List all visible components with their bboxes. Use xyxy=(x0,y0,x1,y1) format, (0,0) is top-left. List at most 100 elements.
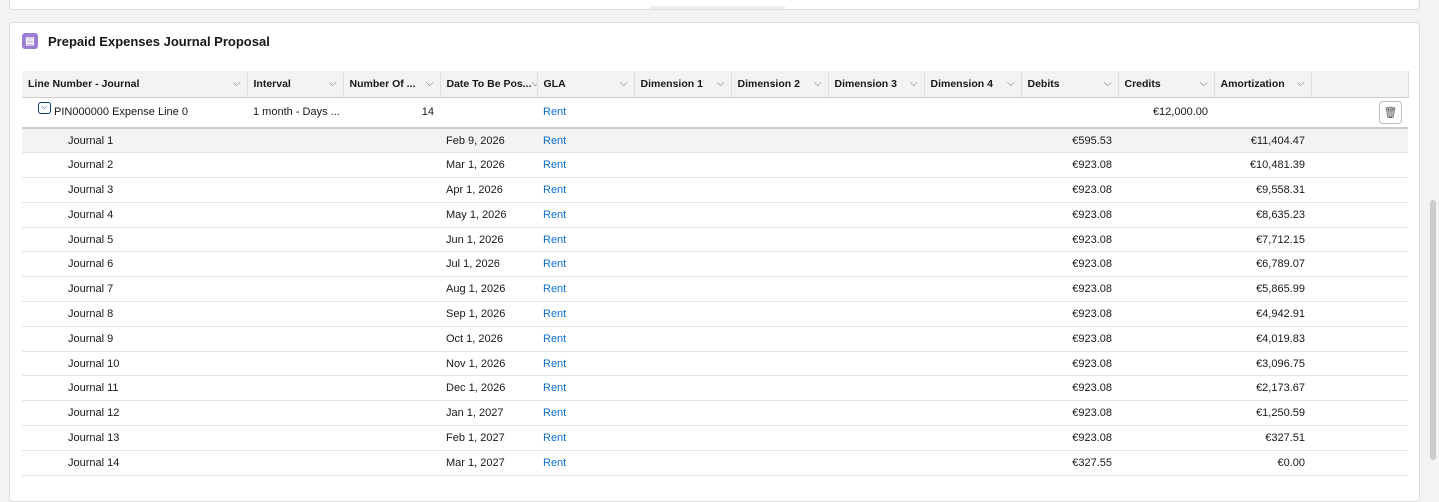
journal-line: Journal 5 xyxy=(22,227,247,253)
journal-date: May 1, 2026 xyxy=(440,202,537,228)
journal-row: Journal 2 Mar 1, 2026 Rent €923.08 €10,4… xyxy=(22,152,1408,179)
amortization: €6,789.07 xyxy=(1214,251,1311,278)
journal-row: Journal 8 Sep 1, 2026 Rent €923.08 €4,94… xyxy=(22,301,1408,327)
debits: €923.08 xyxy=(1021,276,1118,303)
parent-row: ⌵ PIN000000 Expense Line 0 1 month - Days… xyxy=(22,97,1408,129)
journal-row: Journal 13 Feb 1, 2027 Rent €923.08 €327… xyxy=(22,425,1408,451)
column-label: Credits xyxy=(1124,77,1161,90)
journal-line: Journal 13 xyxy=(22,425,247,451)
column-header[interactable]: Number Of ... ⌵ xyxy=(343,71,441,98)
amortization: €11,404.47 xyxy=(1214,128,1311,154)
column-header[interactable]: Dimension 2 ⌵ xyxy=(731,71,829,98)
amortization: €4,019.83 xyxy=(1214,326,1311,352)
gla-link[interactable]: Rent xyxy=(543,407,567,420)
card-header: ▤ Prepaid Expenses Journal Proposal xyxy=(22,33,270,49)
journal-date: Nov 1, 2026 xyxy=(440,351,537,377)
gla-link[interactable]: Rent xyxy=(543,159,567,172)
amortization: €10,481.39 xyxy=(1214,152,1311,179)
debits: €923.08 xyxy=(1021,326,1118,352)
debits: €923.08 xyxy=(1021,425,1118,451)
gla-link[interactable]: Rent xyxy=(543,134,567,147)
journal-date: Oct 1, 2026 xyxy=(440,326,537,352)
column-header[interactable]: Date To Be Pos...⌵ xyxy=(440,71,538,98)
chevron-down-icon[interactable]: ⌵ xyxy=(716,78,725,90)
journal-line: Journal 3 xyxy=(22,177,247,203)
gla-link[interactable]: Rent xyxy=(543,106,567,119)
chevron-down-icon[interactable]: ⌵ xyxy=(328,78,337,90)
journal-date: Feb 1, 2027 xyxy=(440,425,537,451)
debits: €923.08 xyxy=(1021,227,1118,253)
card-title: Prepaid Expenses Journal Proposal xyxy=(48,33,270,49)
column-label: Dimension 3 xyxy=(834,77,897,90)
chevron-down-icon[interactable]: ⌵ xyxy=(1296,78,1305,90)
collapse-toggle-icon[interactable]: ⌵ xyxy=(38,102,51,115)
column-header[interactable]: GLA ⌵ xyxy=(537,71,635,98)
column-header[interactable]: Debits ⌵ xyxy=(1021,71,1119,98)
column-header[interactable]: Line Number - Journal ⌵ xyxy=(22,71,248,98)
journal-date: Jul 1, 2026 xyxy=(440,251,537,278)
journal-proposal-card: ▤ Prepaid Expenses Journal Proposal Line… xyxy=(9,22,1420,502)
amortization: €5,865.99 xyxy=(1214,276,1311,303)
amortization: €0.00 xyxy=(1214,450,1311,476)
gla-link[interactable]: Rent xyxy=(543,357,567,370)
journal-row: Journal 5 Jun 1, 2026 Rent €923.08 €7,71… xyxy=(22,227,1408,253)
column-label: Interval xyxy=(253,77,291,90)
journal-row: Journal 14 Mar 1, 2027 Rent €327.55 €0.0… xyxy=(22,450,1408,476)
column-header[interactable]: Dimension 4 ⌵ xyxy=(924,71,1022,98)
debits: €327.55 xyxy=(1021,450,1118,476)
chevron-down-icon[interactable]: ⌵ xyxy=(1103,78,1112,90)
delete-button[interactable]: 🗑 xyxy=(1379,100,1402,124)
amortization: €2,173.67 xyxy=(1214,375,1311,402)
column-label: Amortization xyxy=(1220,77,1285,90)
column-label: Dimension 1 xyxy=(640,77,703,90)
chevron-down-icon[interactable]: ⌵ xyxy=(813,78,822,90)
column-header[interactable]: Amortization ⌵ xyxy=(1214,71,1312,98)
chevron-down-icon[interactable]: ⌵ xyxy=(909,78,918,90)
journal-row: Journal 6 Jul 1, 2026 Rent €923.08 €6,78… xyxy=(22,251,1408,278)
debits: €923.08 xyxy=(1021,177,1118,203)
journal-date: Apr 1, 2026 xyxy=(440,177,537,203)
chevron-down-icon[interactable]: ⌵ xyxy=(1199,78,1208,90)
column-header[interactable]: Dimension 1 ⌵ xyxy=(634,71,732,98)
column-header[interactable]: Credits ⌵ xyxy=(1118,71,1215,98)
journal-date: Jun 1, 2026 xyxy=(440,227,537,253)
debits: €923.08 xyxy=(1021,301,1118,327)
number-of: 14 xyxy=(343,97,440,129)
journal-date: Feb 9, 2026 xyxy=(440,128,537,154)
column-label: Debits xyxy=(1027,77,1060,90)
gla-link[interactable]: Rent xyxy=(543,456,567,469)
journal-date: Jan 1, 2027 xyxy=(440,400,537,427)
journal-row: Journal 11 Dec 1, 2026 Rent €923.08 €2,1… xyxy=(22,375,1408,402)
gla-link[interactable]: Rent xyxy=(543,233,567,246)
gla-link[interactable]: Rent xyxy=(543,283,567,296)
credits: €12,000.00 xyxy=(1118,97,1214,129)
amortization: €3,096.75 xyxy=(1214,351,1311,377)
top-card-control xyxy=(650,6,785,9)
interval: 1 month - Days ... xyxy=(247,97,343,129)
column-header[interactable]: Interval ⌵ xyxy=(247,71,344,98)
chevron-down-icon[interactable]: ⌵ xyxy=(232,78,241,90)
column-label: Line Number - Journal xyxy=(28,77,140,90)
chevron-down-icon[interactable]: ⌵ xyxy=(1006,78,1015,90)
column-header[interactable]: Dimension 3 ⌵ xyxy=(828,71,925,98)
journal-row: Journal 9 Oct 1, 2026 Rent €923.08 €4,01… xyxy=(22,326,1408,352)
gla-link[interactable]: Rent xyxy=(543,183,567,196)
chevron-down-icon[interactable]: ⌵ xyxy=(532,78,537,89)
amortization: €4,942.91 xyxy=(1214,301,1311,327)
column-label: GLA xyxy=(543,77,566,90)
gla-link[interactable]: Rent xyxy=(543,332,567,345)
top-card xyxy=(9,0,1420,10)
gla-link[interactable]: Rent xyxy=(543,382,567,395)
gla-link[interactable]: Rent xyxy=(543,307,567,320)
journal-table: Line Number - Journal ⌵ Interval ⌵ Number Of… xyxy=(22,71,1409,476)
column-label: Dimension 4 xyxy=(930,77,993,90)
chevron-down-icon[interactable]: ⌵ xyxy=(619,78,628,90)
gla-link[interactable]: Rent xyxy=(543,208,567,221)
journal-line: Journal 8 xyxy=(22,301,247,327)
scrollbar[interactable] xyxy=(1430,200,1436,460)
chevron-down-icon[interactable]: ⌵ xyxy=(425,78,434,90)
gla-link[interactable]: Rent xyxy=(543,431,567,444)
gla-link[interactable]: Rent xyxy=(543,258,567,271)
debits: €923.08 xyxy=(1021,400,1118,427)
trash-icon: 🗑 xyxy=(1383,106,1398,119)
